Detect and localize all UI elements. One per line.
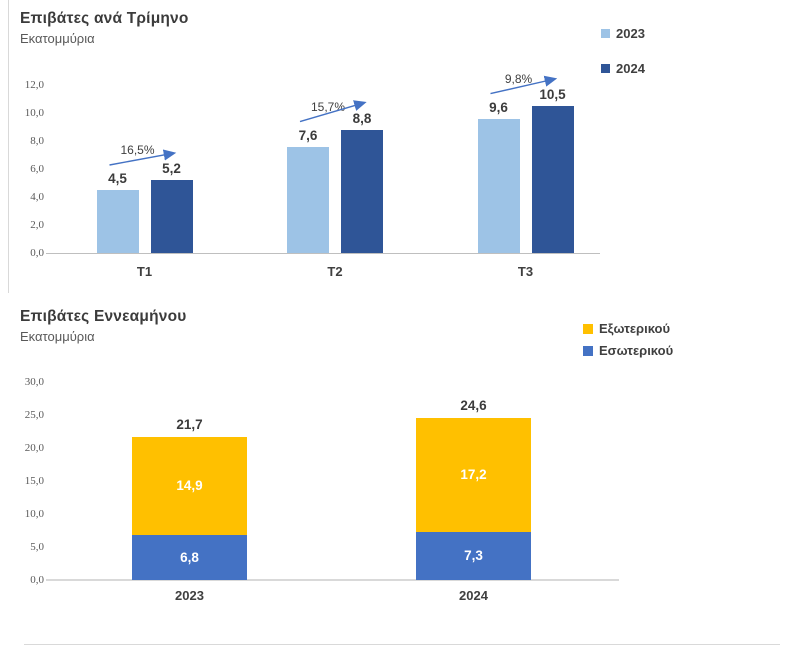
y-axis-tick: 10,0 <box>24 107 44 119</box>
bar-segment-Εξωτερικού-2024 <box>416 418 531 532</box>
y-axis-tick: 4,0 <box>30 191 44 203</box>
legend-item-2023: 2023 <box>601 26 645 41</box>
left-border-line <box>8 0 9 293</box>
y-axis-tick: 12,0 <box>24 79 44 91</box>
x-axis-label-T3: T3 <box>517 264 534 279</box>
ninemonth-chart-title: Επιβάτες Εννεαμήνου <box>20 308 187 325</box>
x-axis-label-2023: 2023 <box>175 588 204 603</box>
growth-label-T1: 16,5% <box>120 143 155 157</box>
y-axis-tick: 8,0 <box>30 135 44 147</box>
y-axis-tick: 10,0 <box>24 508 44 520</box>
y-axis-tick: 20,0 <box>24 442 44 454</box>
x-axis-label-T2: T2 <box>327 264 343 279</box>
segment-label-Εξωτερικού-2024: 17,2 <box>460 467 487 483</box>
segment-label-Εξωτερικού-2023: 14,9 <box>176 477 203 493</box>
bar-segment-Εξωτερικού-2023 <box>132 436 247 536</box>
legend-item-internal: Εσωτερικού <box>583 343 673 358</box>
y-axis-tick: 2,0 <box>30 219 44 231</box>
bar-2024-T2 <box>341 129 383 253</box>
total-label-2023: 21,7 <box>176 416 203 432</box>
y-axis-tick: 5,0 <box>30 541 44 553</box>
growth-label-T3: 9,8% <box>504 71 533 86</box>
x-axis-line <box>46 253 600 254</box>
value-label-2024-T1: 5,2 <box>162 161 181 177</box>
legend-label-internal: Εσωτερικού <box>599 343 674 358</box>
bar-2023-T1 <box>96 190 139 253</box>
value-label-2023-T3: 9,6 <box>489 99 508 115</box>
bar-2024-T1 <box>150 180 193 253</box>
quarterly-chart-subtitle: Εκατομμύρια <box>20 31 95 46</box>
x-axis-label-T1: T1 <box>136 264 153 279</box>
y-axis-tick: 0,0 <box>30 574 44 586</box>
legend-label-external: Εξωτερικού <box>599 321 671 336</box>
legend-label-2023: 2023 <box>616 26 645 41</box>
x-axis-line <box>46 579 619 581</box>
value-label-2023-T2: 7,6 <box>298 127 318 143</box>
legend-swatch-external <box>583 323 593 334</box>
bar-2023-T3 <box>477 118 520 253</box>
value-label-2024-T3: 10,5 <box>539 87 566 102</box>
legend-item-external: Εξωτερικού <box>583 321 670 336</box>
legend-label-2024: 2024 <box>616 61 645 76</box>
y-axis-tick: 30,0 <box>24 376 44 388</box>
segment-label-Εσωτερικού-2024: 7,3 <box>464 547 483 563</box>
y-axis-tick: 6,0 <box>30 163 44 175</box>
legend-swatch-2024 <box>601 64 610 73</box>
bar-2023-T2 <box>287 146 329 253</box>
y-axis-tick: 15,0 <box>24 475 44 487</box>
legend-swatch-2023 <box>601 29 610 38</box>
quarterly-chart-title: Επιβάτες ανά Τρίμηνο <box>20 10 189 27</box>
segment-label-Εσωτερικού-2023: 6,8 <box>180 549 199 565</box>
total-label-2024: 24,6 <box>460 398 487 414</box>
x-axis-label-2024: 2024 <box>459 588 488 603</box>
value-label-2023-T1: 4,5 <box>108 171 127 186</box>
y-axis-tick: 25,0 <box>24 409 44 421</box>
y-axis-tick: 0,0 <box>30 247 44 259</box>
legend-item-2024: 2024 <box>601 61 645 76</box>
growth-label-T2: 15,7% <box>310 99 346 114</box>
bottom-separator-line <box>24 644 780 645</box>
bar-2024-T3 <box>531 106 574 253</box>
bar-segment-Εσωτερικού-2023 <box>132 535 247 580</box>
bar-segment-Εσωτερικού-2024 <box>416 531 531 580</box>
ninemonth-chart-subtitle: Εκατομμύρια <box>20 329 95 344</box>
legend-swatch-internal <box>583 345 593 356</box>
